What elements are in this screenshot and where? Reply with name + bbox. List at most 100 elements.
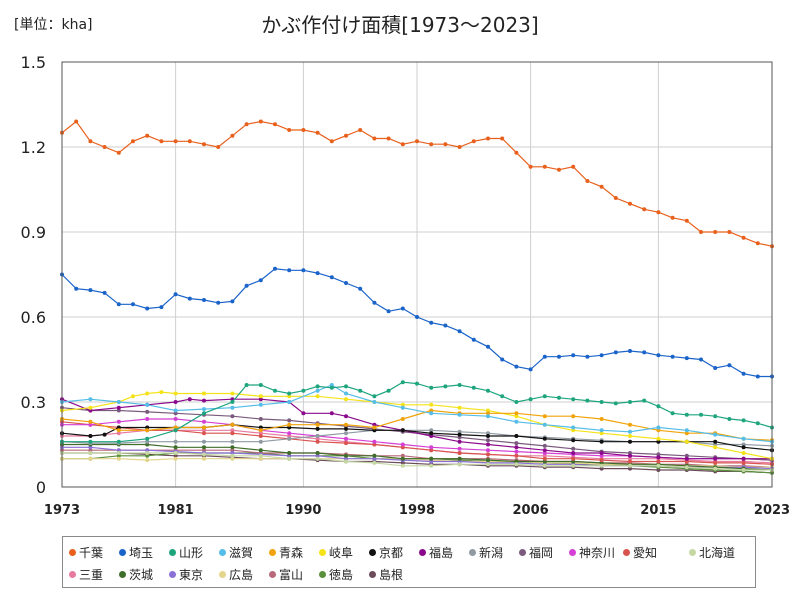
legend-label: 島根: [379, 568, 404, 582]
data-point: [713, 466, 718, 471]
data-point: [571, 463, 576, 468]
data-point: [315, 426, 320, 431]
legend-label: 千葉: [79, 546, 104, 560]
data-point: [642, 207, 647, 212]
data-point: [613, 196, 618, 200]
data-point: [315, 271, 320, 276]
data-point: [514, 411, 519, 416]
data-point: [258, 402, 263, 407]
data-point: [230, 414, 235, 419]
data-point: [287, 436, 292, 441]
data-point: [173, 292, 178, 297]
series-line: [62, 452, 773, 474]
data-point: [457, 459, 462, 464]
data-point: [145, 451, 150, 455]
legend-item: 北海道: [689, 544, 735, 561]
data-point: [202, 419, 206, 424]
data-point: [386, 136, 391, 141]
data-point: [542, 448, 547, 453]
chart-title: かぶ作付け面積[1973～2023]: [261, 13, 539, 37]
data-point: [145, 428, 150, 433]
data-point: [656, 404, 661, 409]
data-point: [571, 397, 576, 402]
data-point: [429, 448, 434, 453]
legend-item: 愛知: [623, 544, 657, 561]
legend-label: 山形: [179, 546, 204, 560]
data-point: [344, 456, 348, 461]
data-point: [173, 445, 178, 450]
legend-item: 岐阜: [319, 544, 353, 561]
data-point: [344, 384, 348, 389]
data-point: [514, 453, 519, 458]
data-point: [287, 451, 292, 455]
legend-label: 福岡: [529, 546, 554, 560]
legend-label: 滋賀: [229, 546, 254, 560]
data-point: [230, 400, 235, 404]
data-point: [315, 434, 320, 438]
legend-item: 青森: [269, 544, 303, 561]
data-point: [741, 460, 746, 465]
data-point: [457, 451, 462, 455]
data-point: [187, 397, 192, 402]
data-point: [358, 286, 363, 291]
data-point: [301, 411, 306, 416]
data-point: [699, 412, 703, 417]
data-point: [500, 357, 505, 362]
data-point: [116, 453, 121, 458]
legend-label: 神奈川: [579, 546, 616, 560]
legend-marker: [569, 549, 576, 556]
data-point: [358, 128, 363, 132]
data-point: [372, 442, 377, 447]
data-point: [173, 451, 178, 455]
legend-label: 福島: [429, 546, 454, 560]
data-point: [329, 385, 334, 390]
data-point: [344, 397, 348, 402]
data-point: [429, 445, 434, 450]
data-point: [131, 394, 135, 399]
data-point: [628, 201, 632, 206]
data-point: [116, 302, 121, 307]
x-tick-label: 1998: [399, 503, 435, 518]
data-point: [514, 445, 519, 450]
data-point: [514, 449, 519, 454]
series-北海道: [60, 451, 774, 472]
data-point: [699, 230, 703, 234]
data-point: [116, 405, 121, 410]
data-point: [628, 459, 632, 464]
x-tick-label: 1973: [44, 503, 80, 518]
data-point: [628, 439, 632, 444]
data-point: [116, 408, 121, 413]
data-point: [457, 383, 462, 387]
data-point: [88, 408, 93, 413]
data-point: [486, 452, 490, 457]
data-point: [74, 286, 79, 291]
data-point: [429, 428, 434, 433]
legend-marker: [119, 571, 126, 578]
data-point: [514, 441, 519, 446]
data-point: [88, 445, 93, 450]
data-point: [145, 442, 150, 447]
data-point: [173, 428, 178, 433]
legend-label: 愛知: [633, 546, 658, 560]
data-point: [372, 439, 377, 444]
legend-marker: [689, 549, 696, 556]
data-point: [571, 425, 576, 430]
data-point: [258, 456, 263, 461]
data-point: [315, 436, 320, 441]
data-point: [230, 439, 235, 444]
data-point: [471, 337, 476, 342]
data-point: [542, 453, 547, 458]
data-point: [500, 394, 505, 399]
data-point: [173, 456, 178, 461]
data-point: [628, 400, 632, 404]
data-point: [429, 385, 434, 390]
data-point: [287, 431, 292, 436]
data-point: [486, 388, 490, 393]
data-point: [344, 414, 348, 419]
data-point: [599, 431, 604, 436]
data-point: [344, 431, 348, 436]
data-point: [173, 139, 178, 144]
data-point: [486, 431, 490, 436]
data-point: [599, 460, 604, 465]
data-point: [670, 354, 675, 359]
